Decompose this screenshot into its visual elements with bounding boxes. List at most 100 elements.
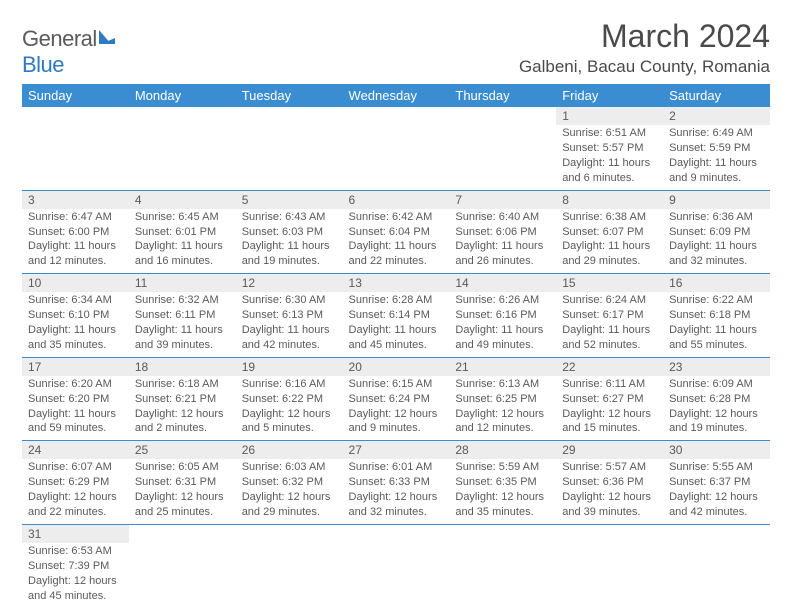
day-line: and 6 minutes. [562, 171, 657, 186]
day-details: Sunrise: 6:15 AMSunset: 6:24 PMDaylight:… [343, 376, 450, 440]
day-number: 26 [236, 441, 343, 459]
calendar-cell: 14Sunrise: 6:26 AMSunset: 6:16 PMDayligh… [449, 274, 556, 358]
day-details: Sunrise: 6:20 AMSunset: 6:20 PMDaylight:… [22, 376, 129, 440]
day-line: Sunrise: 6:15 AM [349, 377, 444, 392]
logo-text: GeneralBlue [22, 26, 119, 78]
day-line: and 39 minutes. [135, 338, 230, 353]
day-line: Daylight: 12 hours [669, 490, 764, 505]
day-number: 25 [129, 441, 236, 459]
calendar-cell: 21Sunrise: 6:13 AMSunset: 6:25 PMDayligh… [449, 357, 556, 441]
day-line: Sunrise: 6:32 AM [135, 293, 230, 308]
day-details: Sunrise: 5:57 AMSunset: 6:36 PMDaylight:… [556, 459, 663, 523]
day-line: Sunset: 7:39 PM [28, 559, 123, 574]
calendar-cell: 31Sunrise: 6:53 AMSunset: 7:39 PMDayligh… [22, 524, 129, 607]
day-line: Sunrise: 6:34 AM [28, 293, 123, 308]
day-line: and 22 minutes. [28, 505, 123, 520]
day-line: Daylight: 12 hours [28, 490, 123, 505]
day-details: Sunrise: 6:03 AMSunset: 6:32 PMDaylight:… [236, 459, 343, 523]
day-details: Sunrise: 6:43 AMSunset: 6:03 PMDaylight:… [236, 209, 343, 273]
day-number: 3 [22, 191, 129, 209]
day-line: Sunset: 6:24 PM [349, 392, 444, 407]
calendar-cell: 6Sunrise: 6:42 AMSunset: 6:04 PMDaylight… [343, 190, 450, 274]
logo-text-b: Blue [22, 52, 64, 77]
day-line: and 15 minutes. [562, 421, 657, 436]
day-number: 16 [663, 274, 770, 292]
calendar-cell: 26Sunrise: 6:03 AMSunset: 6:32 PMDayligh… [236, 441, 343, 525]
day-number: 29 [556, 441, 663, 459]
calendar-cell-empty [343, 107, 450, 190]
day-number: 30 [663, 441, 770, 459]
calendar-cell: 7Sunrise: 6:40 AMSunset: 6:06 PMDaylight… [449, 190, 556, 274]
day-line: Sunrise: 6:22 AM [669, 293, 764, 308]
calendar-cell-empty [129, 524, 236, 607]
weekday-header: Friday [556, 84, 663, 107]
day-line: Sunset: 6:36 PM [562, 475, 657, 490]
day-line: Sunset: 6:04 PM [349, 225, 444, 240]
weekday-header: Thursday [449, 84, 556, 107]
day-line: Sunrise: 6:40 AM [455, 210, 550, 225]
day-line: Daylight: 11 hours [28, 239, 123, 254]
calendar-cell-empty [22, 107, 129, 190]
calendar-cell-empty [556, 524, 663, 607]
day-line: Sunrise: 6:38 AM [562, 210, 657, 225]
day-number: 17 [22, 358, 129, 376]
day-line: Daylight: 12 hours [669, 407, 764, 422]
day-line: Daylight: 11 hours [562, 323, 657, 338]
day-line: Sunset: 6:27 PM [562, 392, 657, 407]
day-line: Sunset: 6:17 PM [562, 308, 657, 323]
day-line: Sunset: 6:21 PM [135, 392, 230, 407]
day-details: Sunrise: 6:51 AMSunset: 5:57 PMDaylight:… [556, 125, 663, 189]
day-line: Daylight: 12 hours [242, 490, 337, 505]
calendar-cell-empty [236, 107, 343, 190]
day-line: and 39 minutes. [562, 505, 657, 520]
day-details: Sunrise: 6:36 AMSunset: 6:09 PMDaylight:… [663, 209, 770, 273]
day-details: Sunrise: 6:26 AMSunset: 6:16 PMDaylight:… [449, 292, 556, 356]
calendar-cell: 16Sunrise: 6:22 AMSunset: 6:18 PMDayligh… [663, 274, 770, 358]
day-details: Sunrise: 5:55 AMSunset: 6:37 PMDaylight:… [663, 459, 770, 523]
day-line: Sunrise: 5:59 AM [455, 460, 550, 475]
day-details: Sunrise: 6:49 AMSunset: 5:59 PMDaylight:… [663, 125, 770, 189]
day-number: 18 [129, 358, 236, 376]
day-number: 21 [449, 358, 556, 376]
day-line: and 26 minutes. [455, 254, 550, 269]
day-line: Daylight: 12 hours [135, 490, 230, 505]
calendar-cell: 13Sunrise: 6:28 AMSunset: 6:14 PMDayligh… [343, 274, 450, 358]
calendar-cell-empty [343, 524, 450, 607]
day-line: and 19 minutes. [242, 254, 337, 269]
day-line: Daylight: 11 hours [135, 239, 230, 254]
calendar-cell: 22Sunrise: 6:11 AMSunset: 6:27 PMDayligh… [556, 357, 663, 441]
day-line: Sunrise: 6:45 AM [135, 210, 230, 225]
day-line: and 2 minutes. [135, 421, 230, 436]
day-line: Sunset: 6:29 PM [28, 475, 123, 490]
day-details: Sunrise: 6:16 AMSunset: 6:22 PMDaylight:… [236, 376, 343, 440]
day-line: Daylight: 11 hours [455, 323, 550, 338]
calendar-cell: 25Sunrise: 6:05 AMSunset: 6:31 PMDayligh… [129, 441, 236, 525]
day-line: and 25 minutes. [135, 505, 230, 520]
calendar-cell: 12Sunrise: 6:30 AMSunset: 6:13 PMDayligh… [236, 274, 343, 358]
day-line: Daylight: 12 hours [135, 407, 230, 422]
logo: GeneralBlue [22, 26, 119, 78]
day-line: Sunrise: 6:07 AM [28, 460, 123, 475]
day-number: 15 [556, 274, 663, 292]
calendar-cell: 23Sunrise: 6:09 AMSunset: 6:28 PMDayligh… [663, 357, 770, 441]
day-number: 5 [236, 191, 343, 209]
calendar-row: 31Sunrise: 6:53 AMSunset: 7:39 PMDayligh… [22, 524, 770, 607]
day-number: 20 [343, 358, 450, 376]
day-details: Sunrise: 6:07 AMSunset: 6:29 PMDaylight:… [22, 459, 129, 523]
day-line: and 42 minutes. [242, 338, 337, 353]
day-line: Sunrise: 6:36 AM [669, 210, 764, 225]
day-line: Sunrise: 6:20 AM [28, 377, 123, 392]
day-details: Sunrise: 6:05 AMSunset: 6:31 PMDaylight:… [129, 459, 236, 523]
day-line: Sunrise: 6:16 AM [242, 377, 337, 392]
day-line: Sunrise: 5:55 AM [669, 460, 764, 475]
day-line: and 9 minutes. [349, 421, 444, 436]
day-line: Sunset: 6:37 PM [669, 475, 764, 490]
day-line: Sunset: 6:11 PM [135, 308, 230, 323]
calendar-cell-empty [449, 107, 556, 190]
day-details: Sunrise: 6:28 AMSunset: 6:14 PMDaylight:… [343, 292, 450, 356]
day-line: Sunrise: 6:51 AM [562, 126, 657, 141]
calendar-cell: 2Sunrise: 6:49 AMSunset: 5:59 PMDaylight… [663, 107, 770, 190]
day-line: Sunrise: 5:57 AM [562, 460, 657, 475]
header: GeneralBlue March 2024 Galbeni, Bacau Co… [22, 18, 770, 78]
calendar-cell-empty [129, 107, 236, 190]
